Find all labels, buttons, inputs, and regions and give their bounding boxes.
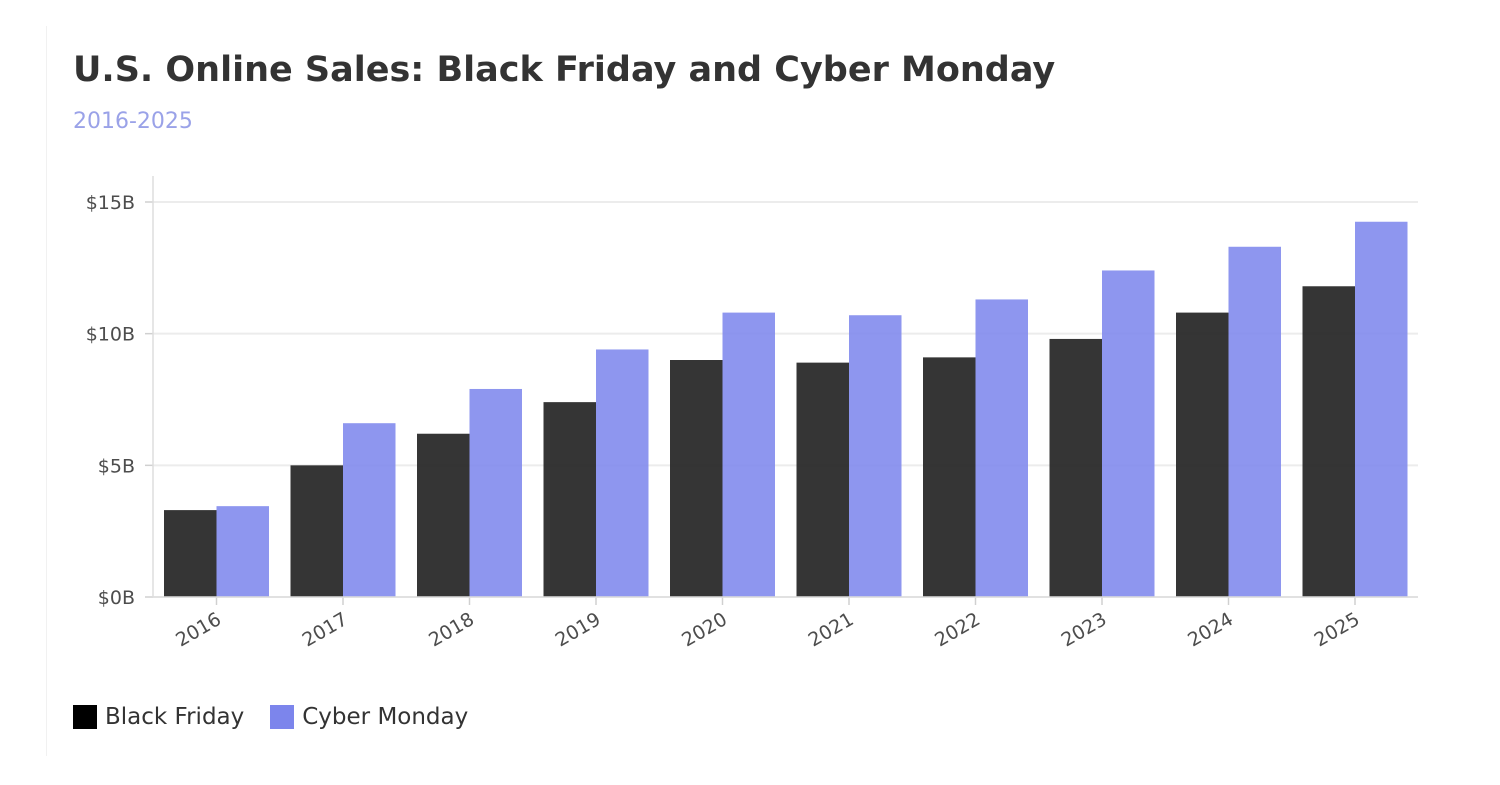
bar-black-friday[interactable] xyxy=(923,357,976,597)
x-tick-label: 2016 xyxy=(172,608,225,651)
x-tick-label: 2018 xyxy=(425,608,478,651)
bar-cyber-monday[interactable] xyxy=(469,388,523,597)
bar-black-friday[interactable] xyxy=(1049,338,1103,597)
legend-swatch-black-friday xyxy=(73,705,97,729)
x-tick-label: 2020 xyxy=(678,608,731,651)
bar-cyber-monday[interactable] xyxy=(1228,246,1282,597)
bar-black-friday[interactable] xyxy=(1176,312,1229,597)
legend: Black Friday Cyber Monday xyxy=(73,704,494,730)
bar-cyber-monday[interactable] xyxy=(216,506,270,597)
x-tick-label: 2024 xyxy=(1184,608,1237,651)
bar-black-friday[interactable] xyxy=(543,402,597,597)
bar-black-friday[interactable] xyxy=(1302,286,1356,597)
bar-black-friday[interactable] xyxy=(164,510,217,597)
y-tick-label: $10B xyxy=(86,324,135,346)
y-tick-label: $5B xyxy=(98,455,135,477)
bar-cyber-monday[interactable] xyxy=(1355,221,1408,597)
y-tick-label: $0B xyxy=(98,587,135,609)
y-tick-label: $15B xyxy=(86,192,135,214)
bar-black-friday[interactable] xyxy=(290,465,344,597)
x-tick-label: 2019 xyxy=(552,608,605,651)
x-tick-label: 2023 xyxy=(1058,608,1111,651)
bar-cyber-monday[interactable] xyxy=(343,423,396,597)
legend-item-cyber-monday[interactable]: Cyber Monday xyxy=(270,704,468,730)
bar-cyber-monday[interactable] xyxy=(975,299,1029,597)
bar-cyber-monday[interactable] xyxy=(849,315,902,597)
legend-item-black-friday[interactable]: Black Friday xyxy=(73,704,244,730)
x-tick-label: 2017 xyxy=(299,608,352,651)
legend-label-black-friday: Black Friday xyxy=(105,704,245,730)
card-edge xyxy=(46,26,47,756)
bar-cyber-monday[interactable] xyxy=(1102,270,1155,597)
bar-black-friday[interactable] xyxy=(796,362,850,597)
x-tick-label: 2021 xyxy=(805,608,858,651)
x-tick-label: 2025 xyxy=(1311,608,1364,651)
bar-black-friday[interactable] xyxy=(417,433,470,597)
chart-subtitle: 2016-2025 xyxy=(73,109,193,134)
bar-chart: $0B $5B $10B $15B 2016 2017 2018 2019 2020 2021 20… xyxy=(86,176,1418,652)
bar-cyber-monday[interactable] xyxy=(596,349,649,597)
bar-cyber-monday[interactable] xyxy=(722,312,776,597)
bar-black-friday[interactable] xyxy=(670,360,723,597)
legend-swatch-cyber-monday xyxy=(270,705,295,729)
legend-label-cyber-monday: Cyber Monday xyxy=(302,704,469,730)
x-tick-label: 2022 xyxy=(931,608,984,651)
chart-title: U.S. Online Sales: Black Friday and Cybe… xyxy=(73,50,1056,90)
